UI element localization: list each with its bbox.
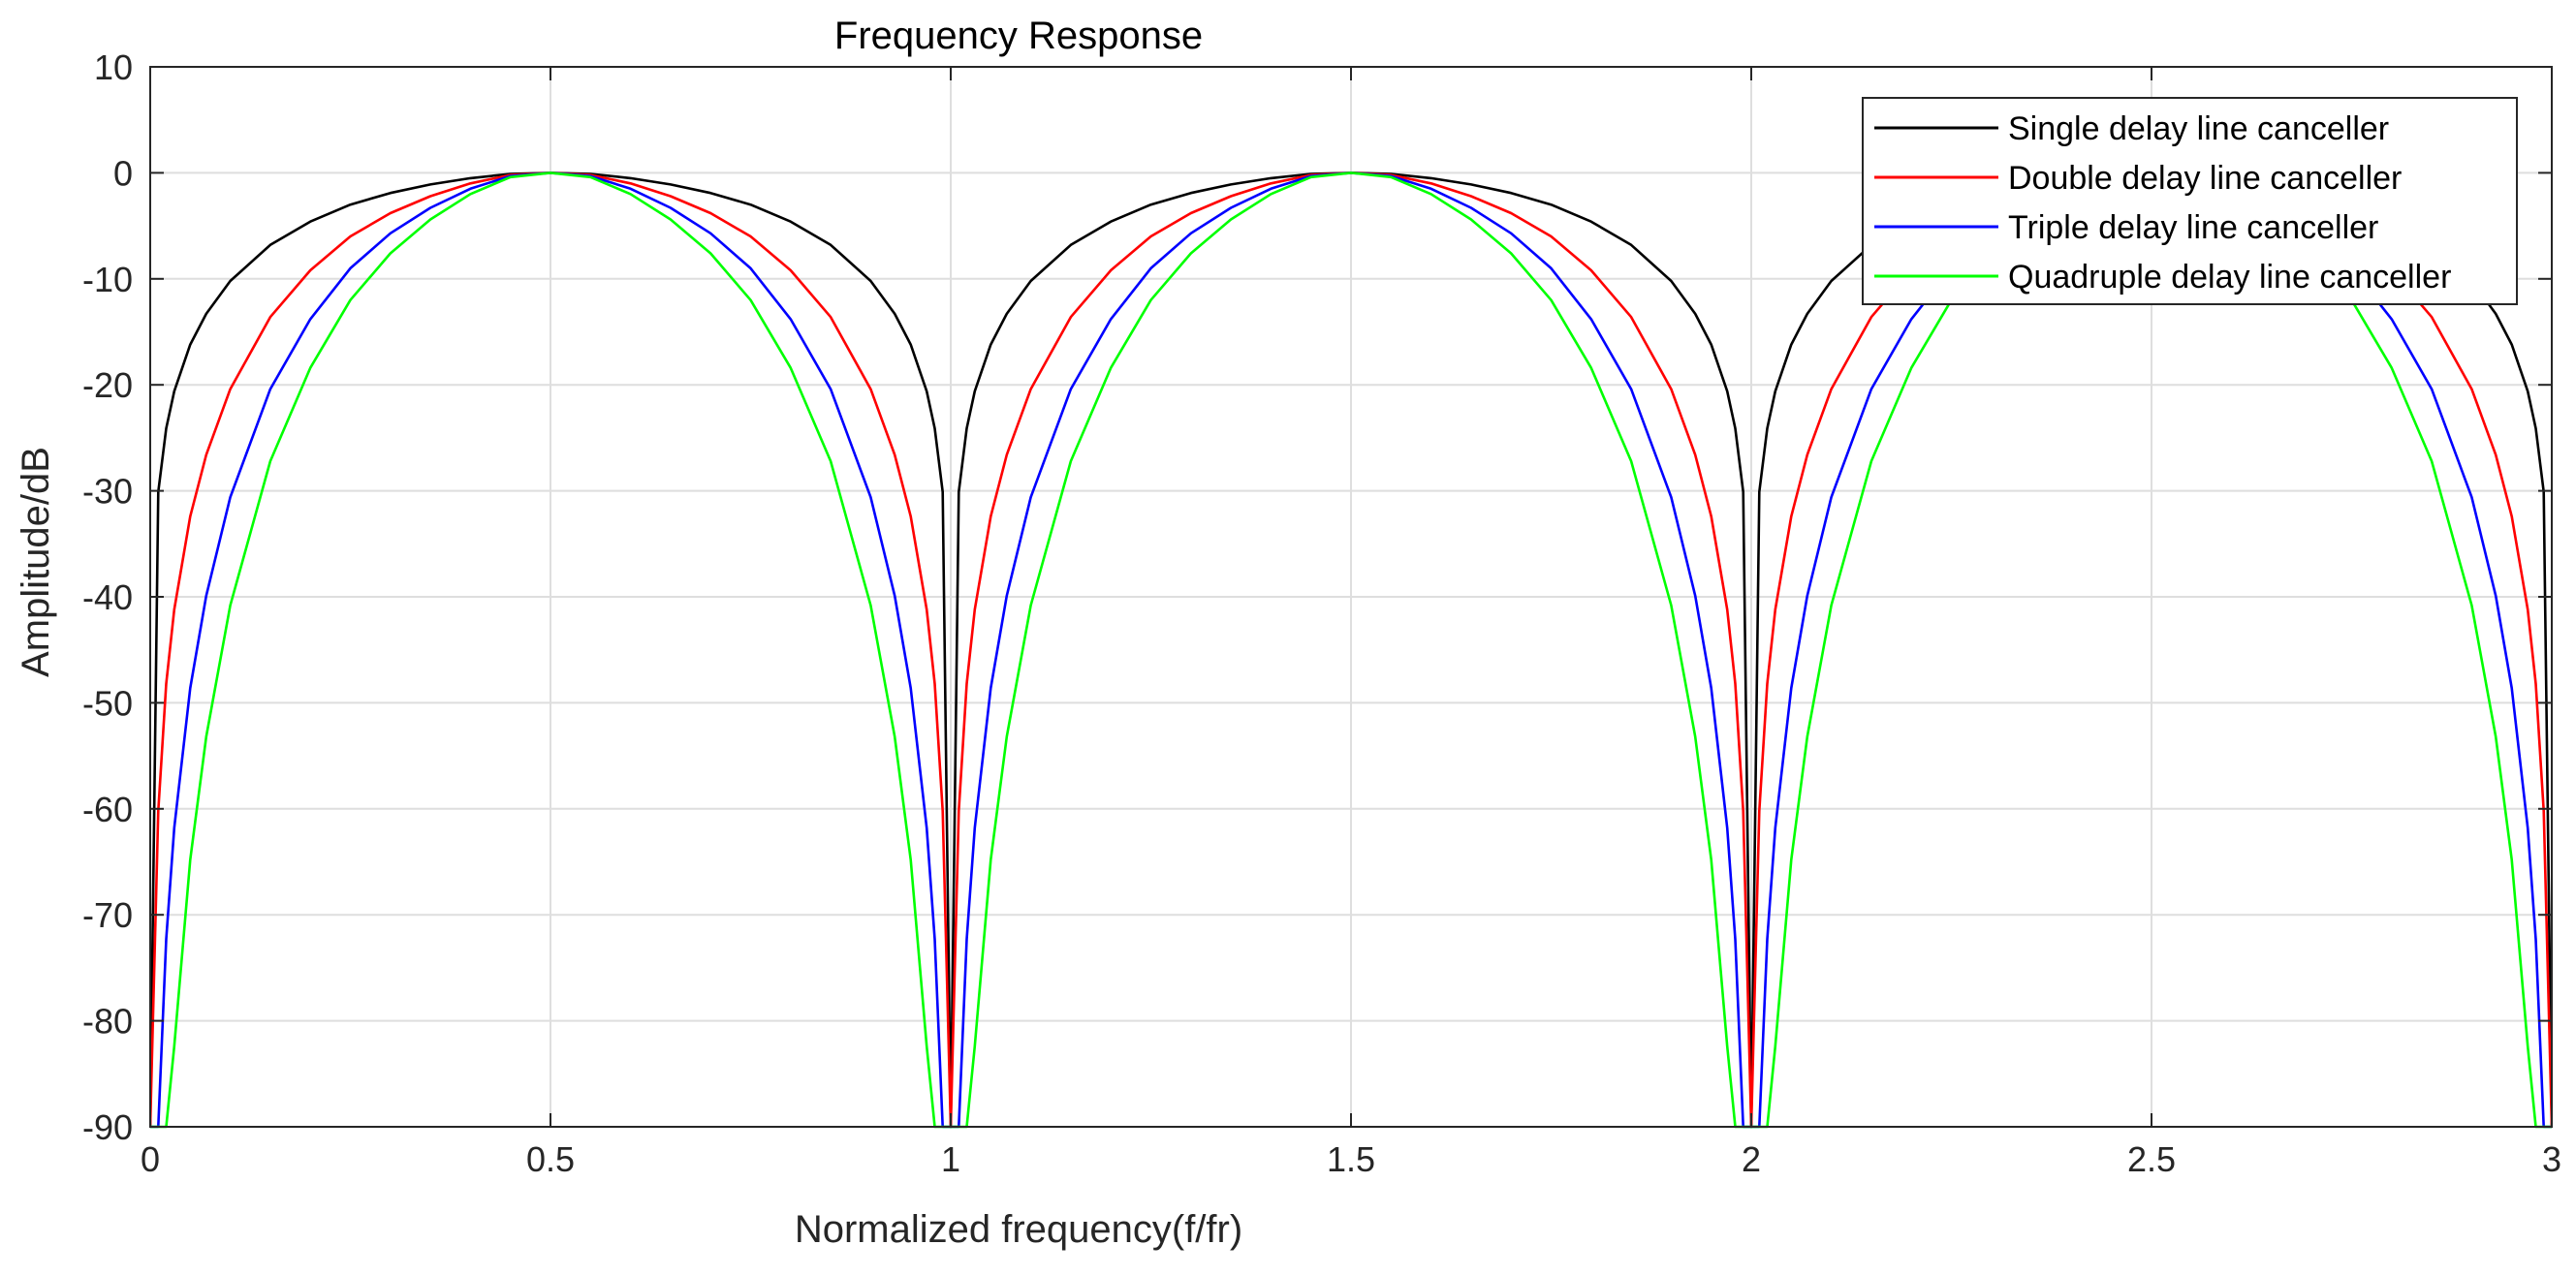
legend-label-2: Double delay line canceller xyxy=(2008,160,2402,197)
y-tick-label: -70 xyxy=(82,895,133,935)
y-axis-label: Amplitude/dB xyxy=(15,447,57,677)
x-tick-label: 3 xyxy=(2542,1139,2561,1179)
x-tick-label: 2.5 xyxy=(2127,1139,2176,1179)
legend-label-3: Triple delay line canceller xyxy=(2008,209,2378,246)
axis-ticks: 0 0.5 1 1.5 2 2.5 3 10 0 -10 -20 -30 -40 -50 -60 -70 -80… xyxy=(82,47,2561,1179)
x-tick-label: 0.5 xyxy=(526,1139,575,1179)
y-tick-label: -60 xyxy=(82,790,133,829)
y-tick-label: -90 xyxy=(82,1107,133,1147)
x-axis-label: Normalized frequency(f/fr) xyxy=(795,1208,1242,1251)
y-tick-label: 0 xyxy=(113,153,133,193)
y-tick-label: -30 xyxy=(82,472,133,512)
legend-label-1: Single delay line canceller xyxy=(2008,110,2389,147)
x-tick-label: 0 xyxy=(141,1139,160,1179)
legend-box xyxy=(1862,97,2518,305)
y-tick-label: 10 xyxy=(94,47,133,87)
y-tick-label: -40 xyxy=(82,577,133,617)
y-tick-label: -80 xyxy=(82,1002,133,1042)
legend: Single delay line canceller Double delay … xyxy=(1862,97,2518,305)
y-tick-label: -20 xyxy=(82,365,133,405)
legend-label-4: Quadruple delay line canceller xyxy=(2008,259,2451,296)
x-tick-label: 2 xyxy=(1742,1139,1761,1179)
y-tick-label: -50 xyxy=(82,683,133,723)
x-tick-label: 1.5 xyxy=(1327,1139,1375,1179)
y-tick-label: -10 xyxy=(82,260,133,299)
x-tick-label: 1 xyxy=(941,1139,960,1179)
chart-title: Frequency Response xyxy=(834,15,1203,57)
